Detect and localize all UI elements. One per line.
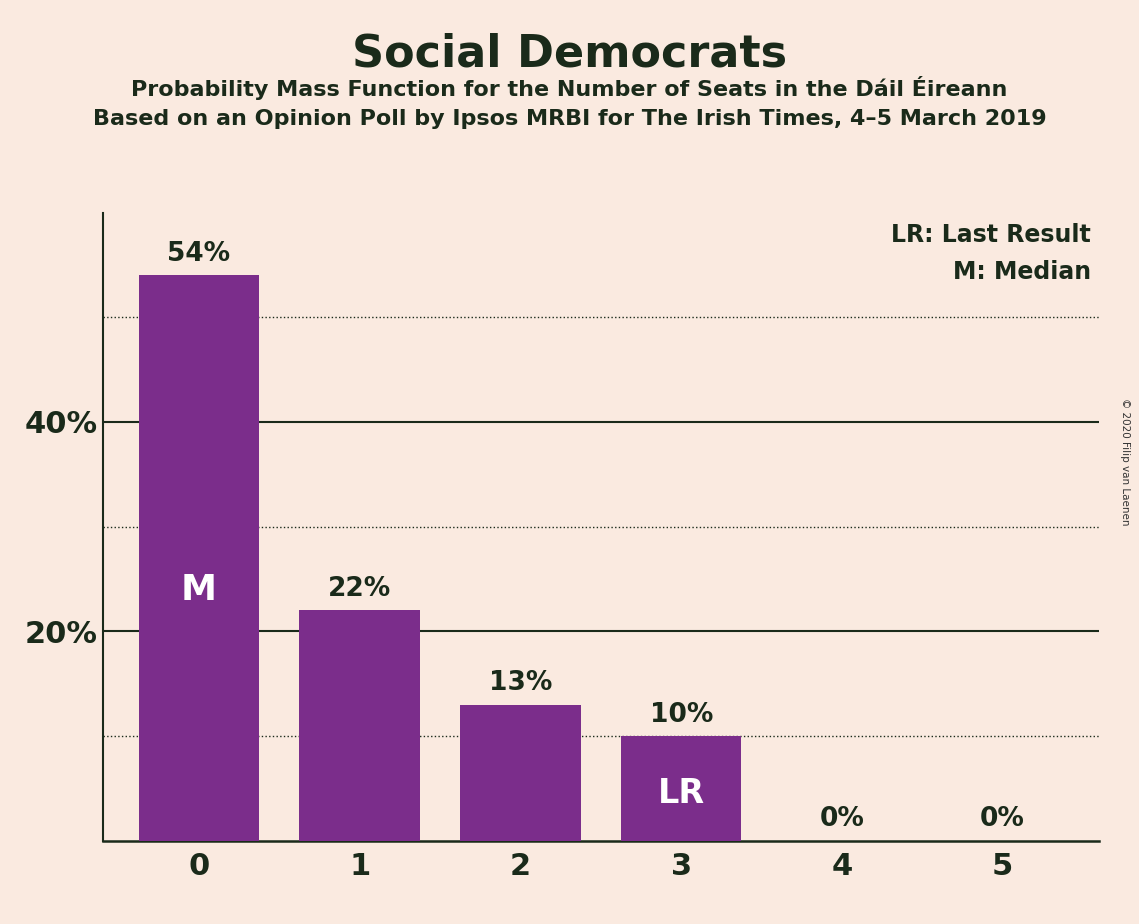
Text: Probability Mass Function for the Number of Seats in the Dáil Éireann: Probability Mass Function for the Number…	[131, 76, 1008, 100]
Text: M: Median: M: Median	[953, 260, 1091, 284]
Text: 13%: 13%	[489, 670, 552, 697]
Text: 22%: 22%	[328, 576, 392, 602]
Bar	[621, 736, 741, 841]
Text: Based on an Opinion Poll by Ipsos MRBI for The Irish Times, 4–5 March 2019: Based on an Opinion Poll by Ipsos MRBI f…	[92, 109, 1047, 129]
Text: 54%: 54%	[167, 241, 230, 267]
Bar	[300, 611, 420, 841]
Text: Social Democrats: Social Democrats	[352, 32, 787, 76]
Text: 0%: 0%	[819, 807, 865, 833]
Text: 0%: 0%	[981, 807, 1025, 833]
Text: © 2020 Filip van Laenen: © 2020 Filip van Laenen	[1121, 398, 1130, 526]
Bar	[460, 705, 581, 841]
Text: 10%: 10%	[649, 701, 713, 728]
Text: M: M	[181, 573, 216, 606]
Text: LR: Last Result: LR: Last Result	[892, 223, 1091, 247]
Bar	[139, 275, 260, 841]
Text: LR: LR	[657, 777, 705, 810]
